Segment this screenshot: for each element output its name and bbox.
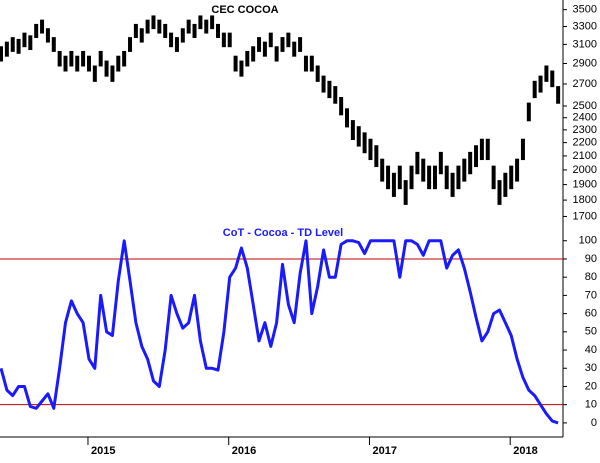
y-tick-label: 0 xyxy=(591,417,597,429)
y-tick-label: 2200 xyxy=(573,137,597,149)
x-tick-label: 2017 xyxy=(372,445,396,457)
cot-title: CoT - Cocoa - TD Level xyxy=(223,227,343,239)
y-tick-label: 2500 xyxy=(573,100,597,112)
y-tick-label: 90 xyxy=(585,253,597,265)
y-tick-label: 3100 xyxy=(573,38,597,50)
x-tick-label: 2016 xyxy=(232,445,256,457)
price-title: CEC COCOA xyxy=(211,4,278,16)
y-tick-label: 2700 xyxy=(573,78,597,90)
y-tick-label: 60 xyxy=(585,308,597,320)
y-tick-label: 30 xyxy=(585,362,597,374)
y-tick-label: 20 xyxy=(585,380,597,392)
y-tick-label: 40 xyxy=(585,344,597,356)
y-tick-label: 1700 xyxy=(573,210,597,222)
y-tick-label: 100 xyxy=(579,235,597,247)
y-tick-label: 2000 xyxy=(573,164,597,176)
y-tick-label: 1800 xyxy=(573,194,597,206)
y-tick-label: 1900 xyxy=(573,179,597,191)
cot-line xyxy=(0,239,559,425)
y-tick-label: 2300 xyxy=(573,124,597,136)
y-tick-label: 80 xyxy=(585,271,597,283)
y-tick-label: 3300 xyxy=(573,20,597,32)
y-tick-label: 2400 xyxy=(573,112,597,124)
y-tick-label: 10 xyxy=(585,399,597,411)
y-tick-label: 2100 xyxy=(573,150,597,162)
y-tick-label: 50 xyxy=(585,326,597,338)
y-tick-label: 70 xyxy=(585,289,597,301)
y-tick-label: 2900 xyxy=(573,57,597,69)
x-tick-label: 2018 xyxy=(513,445,537,457)
y-tick-label: 3500 xyxy=(573,4,597,16)
x-tick-label: 2015 xyxy=(91,445,115,457)
